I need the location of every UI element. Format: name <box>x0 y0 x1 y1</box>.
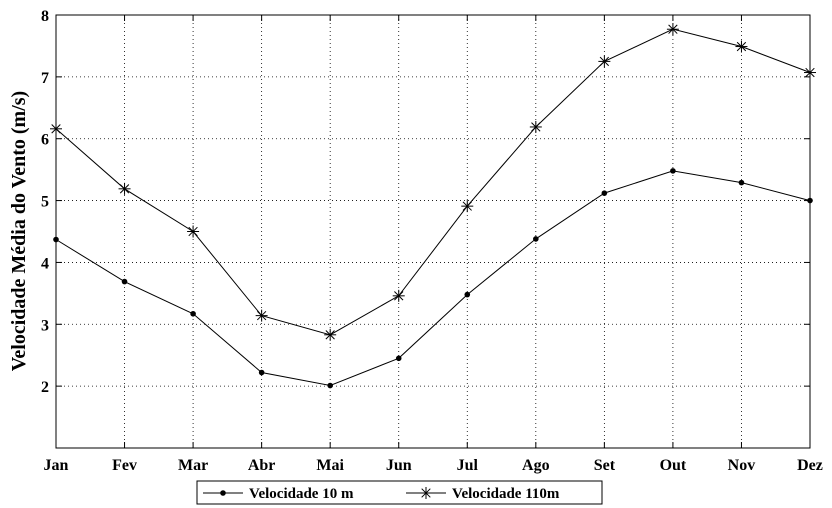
data-point <box>327 382 333 389</box>
y-tick-label: 3 <box>41 317 49 334</box>
series-1 <box>53 168 813 389</box>
legend-entry-2: Velocidade 110m <box>406 486 560 502</box>
x-tick-label: Mar <box>178 457 208 474</box>
x-tick-label: Set <box>594 457 616 474</box>
data-point <box>738 179 745 186</box>
x-tick-label: Nov <box>728 457 756 474</box>
data-point <box>533 236 539 242</box>
series-layer <box>50 23 816 389</box>
data-point <box>461 200 474 213</box>
y-tick-label: 8 <box>41 8 49 25</box>
grid-lines <box>56 15 810 448</box>
plot-frame <box>55 14 811 449</box>
x-tick-label: Ago <box>522 457 550 474</box>
legend: Velocidade 10 m Velocidade 110m <box>196 480 603 505</box>
y-tick-label: 2 <box>41 379 49 396</box>
data-point <box>666 23 679 36</box>
data-point <box>121 278 128 285</box>
x-tick-label: Abr <box>248 457 276 474</box>
y-tick-label: 6 <box>41 132 49 149</box>
y-tick-label: 7 <box>41 70 49 87</box>
data-point <box>601 190 608 196</box>
x-tick-label: Dez <box>797 457 823 474</box>
x-tick-label: Out <box>660 457 687 474</box>
x-tick-label: Mai <box>316 457 344 474</box>
legend-label: Velocidade 10 m <box>249 486 354 502</box>
legend-box <box>196 480 603 505</box>
data-point <box>464 291 471 298</box>
data-point <box>258 369 265 376</box>
legend-entry-1: Velocidade 10 m <box>203 486 354 502</box>
series-2 <box>50 23 816 341</box>
data-point <box>190 310 196 317</box>
y-tick-label: 4 <box>41 255 49 272</box>
data-point <box>324 328 337 341</box>
data-point <box>395 355 402 362</box>
legend-marker <box>220 490 226 496</box>
data-point <box>118 182 131 195</box>
x-tick-label: Jan <box>44 457 69 474</box>
data-point <box>392 289 405 302</box>
x-tick-label: Fev <box>112 457 137 474</box>
legend-label: Velocidade 110m <box>452 486 560 502</box>
series-line <box>55 170 811 387</box>
data-point <box>670 168 676 174</box>
y-axis-label: Velocidade Média do Vento (m/s) <box>8 91 30 371</box>
y-tick-labels: 2 3 4 5 6 7 8 <box>41 8 49 396</box>
x-tick-label: Jul <box>457 457 479 474</box>
x-tick-labels: Jan Fev Mar Abr Mai Jun Jul Ago Set Out Nov Dez <box>44 457 823 474</box>
data-point <box>255 309 268 322</box>
data-point <box>735 40 748 53</box>
data-point <box>529 120 542 133</box>
axis-ticks <box>55 14 811 448</box>
legend-marker <box>420 487 432 499</box>
data-point <box>187 225 200 238</box>
x-tick-label: Jun <box>386 457 412 474</box>
y-tick-label: 5 <box>41 194 49 211</box>
data-point <box>598 55 611 68</box>
series-line <box>55 28 811 336</box>
